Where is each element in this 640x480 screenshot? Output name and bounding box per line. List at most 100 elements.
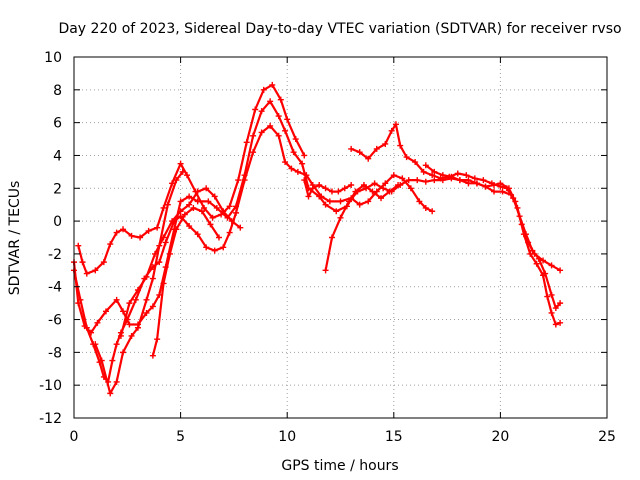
y-tick-label: 6 <box>53 116 62 132</box>
data-point <box>491 188 498 195</box>
data-point <box>301 177 308 184</box>
data-point <box>294 168 301 175</box>
data-point <box>363 185 370 192</box>
data-point <box>454 170 461 177</box>
data-point <box>284 116 291 123</box>
data-point <box>92 341 99 348</box>
data-point <box>198 208 205 215</box>
data-point <box>143 273 150 280</box>
data-point <box>557 267 564 274</box>
data-point <box>407 185 414 192</box>
data-point <box>205 198 212 205</box>
x-tick-label: 20 <box>491 429 509 445</box>
y-tick-label: -8 <box>48 345 62 361</box>
data-point <box>282 127 289 134</box>
data-point <box>388 127 395 134</box>
data-point <box>420 168 427 175</box>
data-point <box>169 218 176 225</box>
data-point <box>177 160 184 167</box>
data-point <box>431 168 438 175</box>
data-point <box>535 255 542 262</box>
data-point <box>250 132 257 139</box>
data-point <box>154 224 161 231</box>
data-point <box>412 159 419 166</box>
data-point <box>429 172 436 179</box>
data-point <box>503 185 510 192</box>
data-point <box>81 323 88 330</box>
data-point <box>267 122 274 129</box>
data-point <box>190 204 197 211</box>
data-point <box>194 188 201 195</box>
data-point <box>548 262 555 269</box>
y-tick-label: 8 <box>53 83 62 99</box>
data-point <box>292 136 299 143</box>
data-point <box>316 193 323 200</box>
data-point <box>348 145 355 152</box>
data-point <box>290 149 297 156</box>
data-point <box>540 272 547 279</box>
data-point <box>322 201 329 208</box>
data-point <box>309 185 316 192</box>
data-point <box>203 244 210 251</box>
data-point <box>392 121 399 128</box>
data-point <box>448 173 455 180</box>
data-point <box>215 234 222 241</box>
plot-frame <box>73 56 608 419</box>
data-point <box>369 188 376 195</box>
data-point <box>260 86 267 93</box>
data-point <box>422 204 429 211</box>
data-point <box>399 175 406 182</box>
data-point <box>482 183 489 190</box>
data-point <box>160 204 167 211</box>
data-point <box>113 341 120 348</box>
data-point <box>305 193 312 200</box>
data-point <box>132 296 139 303</box>
data-point <box>166 250 173 257</box>
x-tick-label: 5 <box>176 429 185 445</box>
data-point <box>220 244 227 251</box>
data-point <box>328 234 335 241</box>
data-point <box>145 227 152 234</box>
data-point <box>422 178 429 185</box>
data-point <box>117 332 124 339</box>
data-point <box>237 224 244 231</box>
data-point <box>480 177 487 184</box>
series-arc-7 <box>322 175 564 274</box>
data-point <box>226 203 233 210</box>
data-point <box>463 172 470 179</box>
data-point <box>79 259 86 266</box>
series-arc-6 <box>149 204 222 359</box>
data-point <box>107 390 114 397</box>
data-point <box>258 129 265 136</box>
data-point <box>126 321 133 328</box>
data-series <box>71 81 564 397</box>
data-point <box>233 209 240 216</box>
data-point <box>301 152 308 159</box>
y-tick-label: -10 <box>39 378 62 394</box>
data-point <box>397 181 404 188</box>
data-point <box>177 208 184 215</box>
data-point <box>179 168 186 175</box>
data-point <box>431 177 438 184</box>
data-point <box>252 106 259 113</box>
data-point <box>211 247 218 254</box>
series-arc-5 <box>92 168 186 397</box>
data-point <box>380 185 387 192</box>
data-point <box>437 175 444 182</box>
data-point <box>173 177 180 184</box>
data-point <box>288 165 295 172</box>
data-point <box>337 214 344 221</box>
data-point <box>241 172 248 179</box>
data-point <box>544 293 551 300</box>
series-arc-8 <box>348 121 564 312</box>
data-point <box>201 204 208 211</box>
data-point <box>83 270 90 277</box>
y-tick-label: 2 <box>53 181 62 197</box>
data-point <box>382 140 389 147</box>
data-point <box>277 96 284 103</box>
data-point <box>348 181 355 188</box>
data-point <box>128 332 135 339</box>
data-point <box>390 172 397 179</box>
data-point <box>120 349 127 356</box>
